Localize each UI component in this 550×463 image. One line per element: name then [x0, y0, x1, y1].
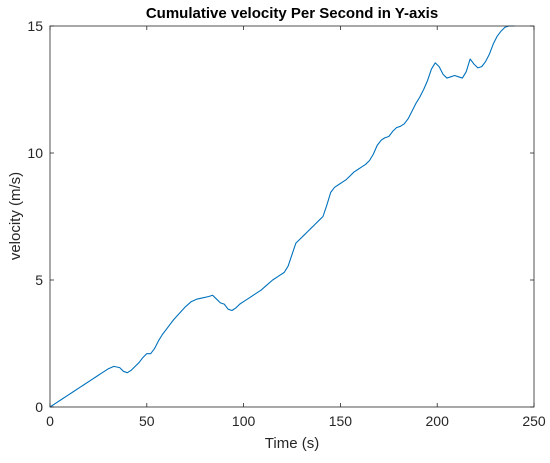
- velocity-series-line: [49, 25, 515, 408]
- chart-title: Cumulative velocity Per Second in Y-axis: [146, 5, 438, 22]
- x-tick-label: 250: [522, 413, 546, 429]
- x-tick-label: 200: [426, 413, 450, 429]
- x-axis-label: Time (s): [265, 435, 319, 452]
- x-tick-label: 0: [46, 413, 54, 429]
- x-tick-label: 100: [232, 413, 256, 429]
- ticks-layer: 0 50 100 150 200 250 0 5 10 15: [27, 18, 545, 429]
- y-tick-label: 5: [35, 272, 43, 288]
- x-tick-label: 150: [329, 413, 353, 429]
- y-tick-label: 15: [27, 18, 43, 34]
- x-tick-label: 50: [139, 413, 155, 429]
- y-tick-label: 0: [35, 399, 43, 415]
- axes-box: [49, 25, 535, 408]
- series-layer: [49, 25, 515, 408]
- y-axis-label: velocity (m/s): [7, 172, 24, 260]
- plot-area: [50, 26, 534, 407]
- y-tick-label: 10: [27, 145, 43, 161]
